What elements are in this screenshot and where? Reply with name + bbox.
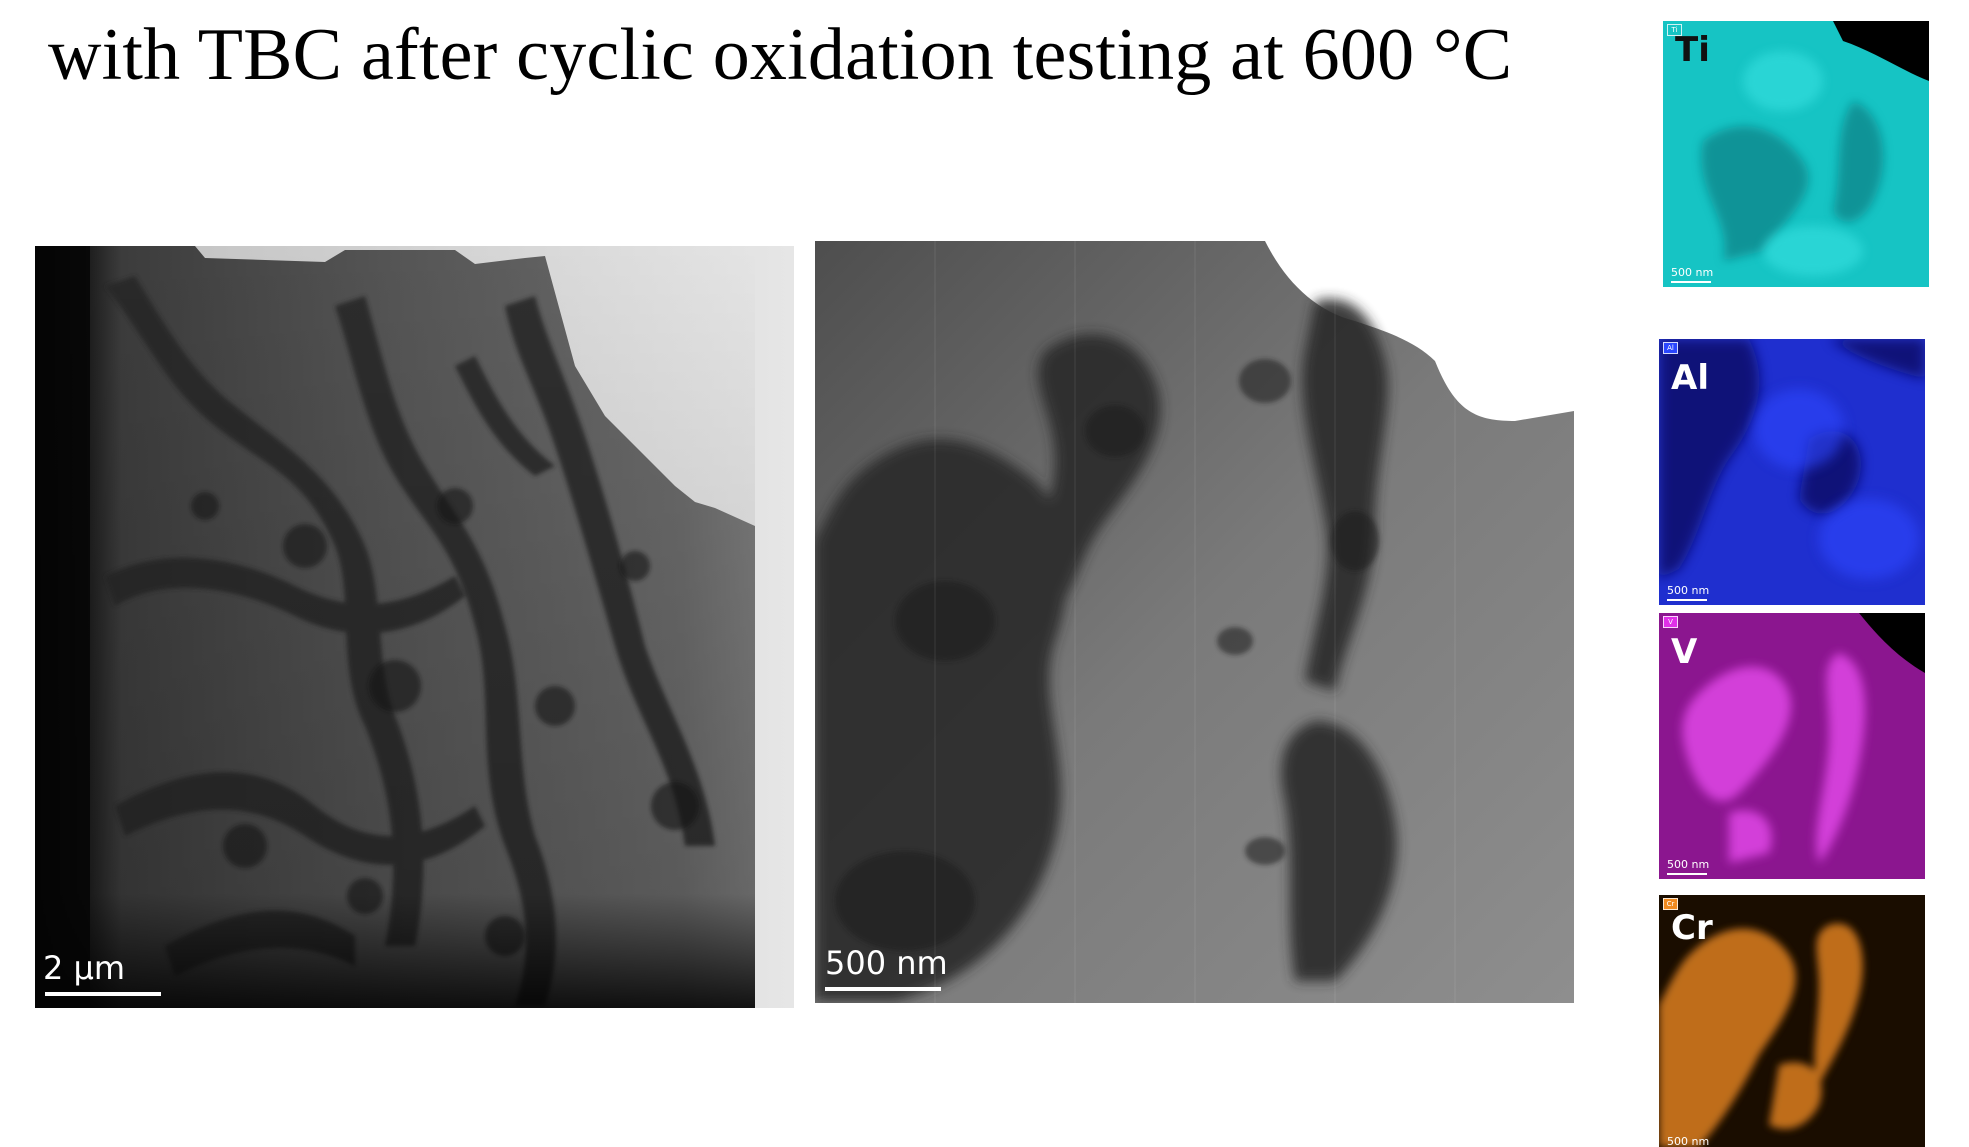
eds-map-cr: Cr Cr 500 nm [1659,895,1925,1147]
element-chip: Al [1663,342,1678,354]
eds-map-ti: Ti Ti 500 nm [1663,21,1929,287]
map-scale-label: 500 nm [1667,1135,1710,1147]
tem-micrograph-overview-image [35,246,794,1008]
eds-map-v-image [1659,613,1925,879]
map-scale-label: 500 nm [1667,858,1710,871]
element-label: V [1671,632,1698,672]
element-chip: Cr [1663,898,1678,910]
map-scale-bar [1667,599,1707,601]
tem-micrograph-detail: 500 nm [815,241,1574,1003]
element-label: Ti [1675,30,1710,70]
map-scale-label: 500 nm [1671,266,1714,279]
map-scale-bar [1671,281,1711,283]
element-chip: Ti [1667,24,1682,36]
eds-map-ti-image [1663,21,1929,287]
scale-bar [825,987,941,991]
element-chip: V [1663,616,1678,628]
tem-micrograph-detail-image [815,241,1574,1003]
eds-map-cr-image [1659,895,1925,1147]
scale-bar-label: 2 μm [43,949,126,987]
slide-title: with TBC after cyclic oxidation testing … [48,14,1513,96]
eds-map-al: Al Al 500 nm [1659,339,1925,605]
scale-bar-label: 500 nm [825,944,948,982]
map-scale-bar [1667,873,1707,875]
tem-micrograph-overview: 2 μm [35,246,794,1008]
eds-map-al-image [1659,339,1925,605]
scale-bar [45,992,161,996]
map-scale-label: 500 nm [1667,584,1710,597]
element-label: Al [1671,358,1709,398]
eds-map-v: V V 500 nm [1659,613,1925,879]
element-label: Cr [1671,908,1713,948]
